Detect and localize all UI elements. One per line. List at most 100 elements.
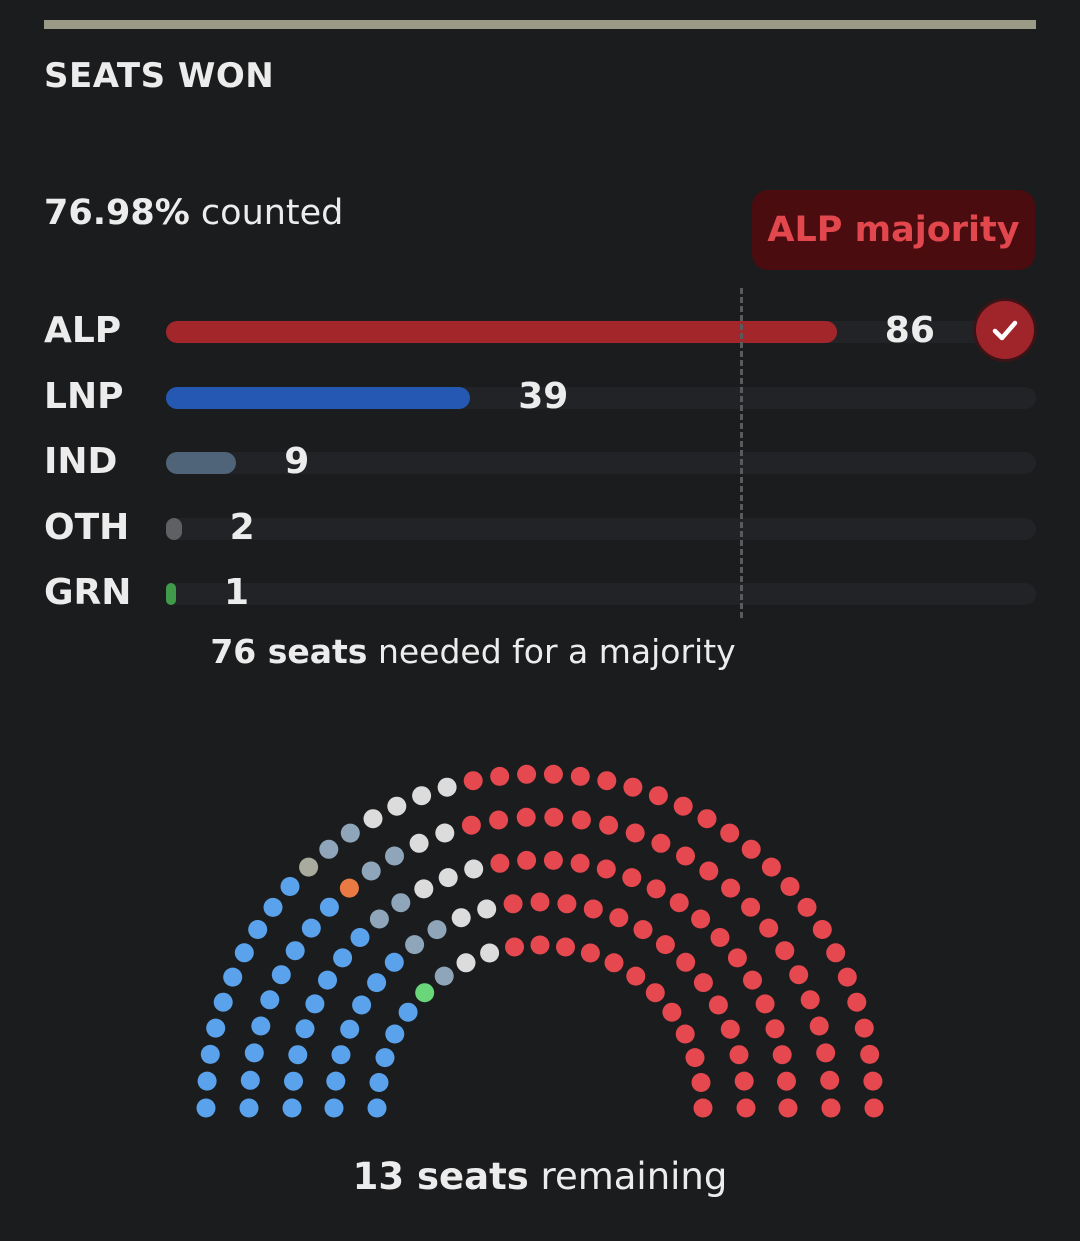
seat-dot-alp: [800, 990, 820, 1010]
seat-dot-alp: [570, 853, 590, 873]
bar-track-ind: [166, 452, 1036, 474]
seat-dot-alp: [645, 983, 665, 1003]
bar-row-grn: GRN 1: [0, 573, 1080, 613]
seat-dot-lnp: [280, 877, 300, 896]
seat-dot-alp: [676, 846, 695, 866]
seat-dot-alp: [571, 810, 591, 830]
majority-note: 76 seats needed for a majority: [0, 632, 946, 671]
seat-dot-lnp: [284, 1071, 303, 1091]
seat-dot-alp: [599, 815, 619, 835]
seat-dot-alp: [697, 809, 717, 829]
seat-dot-lnp: [263, 897, 283, 917]
majority-badge: ALP majority: [752, 190, 1035, 270]
seat-dot-alp: [557, 894, 577, 914]
seat-dot-oth: [339, 878, 359, 898]
seat-dot-alp: [463, 771, 483, 791]
seat-dot-alp: [517, 764, 537, 784]
checkmark-icon: [992, 320, 1018, 341]
seat-dot-undecided: [412, 786, 432, 806]
seat-dot-alp: [530, 935, 550, 955]
seat-dot-lnp: [282, 1098, 302, 1118]
seat-dot-lnp: [319, 897, 339, 917]
seat-dot-alp: [708, 995, 728, 1015]
bar-value-alp: 86: [884, 310, 935, 351]
seat-dot-alp: [597, 771, 617, 791]
seat-dot-alp: [544, 807, 564, 827]
seat-dot-lnp: [385, 1024, 405, 1044]
bar-alp: [166, 321, 837, 343]
seat-dot-alp: [543, 850, 563, 870]
counted-suffix: counted: [189, 193, 344, 233]
seat-dot-alp: [809, 1016, 829, 1036]
seat-dot-alp: [693, 1098, 713, 1118]
bar-value-grn: 1: [224, 572, 250, 613]
majority-note-count: 76 seats: [210, 632, 368, 671]
seat-dot-lnp: [197, 1071, 217, 1091]
seat-dot-lnp: [367, 1098, 387, 1118]
majority-note-text: needed for a majority: [367, 632, 736, 671]
seat-dot-alp: [623, 777, 643, 797]
seat-dot-alp: [761, 857, 781, 877]
seat-dot-lnp: [367, 973, 387, 993]
seat-dot-lnp: [295, 1019, 315, 1039]
seat-dot-lnp: [223, 967, 243, 987]
bar-label-grn: GRN: [44, 572, 132, 613]
seat-dot-alp: [673, 796, 693, 816]
seat-dot-undecided: [480, 943, 500, 963]
seat-dot-lnp: [375, 1048, 395, 1068]
seat-dot-lnp: [288, 1045, 308, 1065]
seat-dot-lnp: [260, 990, 280, 1010]
seat-dot-alp: [816, 1043, 836, 1063]
bar-value-lnp: 39: [518, 375, 569, 417]
seat-dot-lnp: [324, 1098, 344, 1118]
bar-value-ind: 9: [284, 441, 310, 482]
seat-dot-ind: [361, 861, 381, 881]
seat-dot-alp: [490, 853, 510, 873]
bar-value-oth: 2: [229, 506, 255, 548]
seat-dot-ind: [427, 920, 447, 940]
seat-dot-alp: [789, 965, 809, 985]
seat-dot-lnp: [285, 941, 305, 961]
seat-dot-undecided: [387, 796, 407, 816]
seat-dot-alp: [543, 764, 563, 784]
bar-row-lnp: LNP 39: [0, 375, 1080, 417]
seat-dot-alp: [727, 948, 747, 968]
seat-dot-alp: [826, 943, 846, 963]
seat-dot-alp: [777, 1071, 796, 1091]
seat-dot-lnp: [398, 1002, 418, 1022]
majority-threshold-line: [740, 288, 743, 618]
seat-dot-ind: [319, 839, 339, 859]
seat-dot-ind: [340, 823, 360, 843]
seat-dot-ind: [369, 909, 389, 929]
remaining-note: 13 seats remaining: [0, 1155, 1080, 1198]
bar-label-ind: IND: [44, 441, 118, 482]
seat-dot-undecided: [435, 823, 455, 843]
seat-dot-alp: [646, 879, 666, 899]
seat-dot-alp: [863, 1071, 883, 1091]
seat-dot-alp: [755, 994, 775, 1014]
seat-dot-alp: [778, 1098, 798, 1118]
seat-dot-lnp: [369, 1073, 389, 1092]
seat-dot-lnp: [271, 965, 291, 985]
seat-dot-alp: [685, 1048, 705, 1068]
bar-row-alp: ALP 86: [0, 311, 1080, 351]
header-rule: [44, 20, 1036, 29]
seat-dot-ind: [405, 935, 425, 955]
remaining-note-text: remaining: [528, 1155, 728, 1198]
seat-dot-alp: [775, 941, 795, 961]
bar-label-alp: ALP: [44, 310, 122, 351]
seat-dot-lnp: [340, 1019, 360, 1039]
seat-dot-alp: [583, 899, 603, 919]
seat-dot-undecided: [414, 879, 434, 899]
seat-dot-alp: [847, 992, 867, 1012]
seat-dot-alp: [693, 973, 713, 993]
seat-dot-alp: [556, 937, 575, 957]
seat-dot-alp: [461, 815, 481, 835]
seat-dot-alp: [669, 893, 689, 913]
seat-dot-undecided: [409, 833, 429, 853]
seat-dot-lnp: [318, 970, 337, 990]
hemicycle-chart: [196, 764, 884, 1118]
seat-dot-alp: [864, 1098, 884, 1118]
seat-dot-alp: [780, 877, 800, 896]
seat-dot-alp: [503, 894, 523, 914]
